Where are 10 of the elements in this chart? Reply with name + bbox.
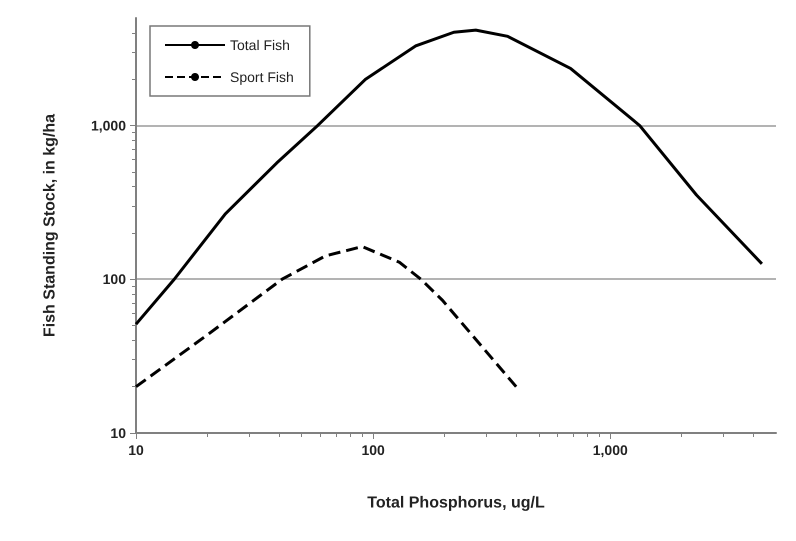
legend-label: Total Fish (230, 37, 290, 53)
x-tick-label: 10 (128, 442, 144, 458)
y-tick-label: 1,000 (90, 117, 126, 134)
y-axis-title: Fish Standing Stock, in kg/ha (42, 114, 58, 338)
x-axis-title: Total Phosphorus, ug/L (367, 494, 545, 512)
y-tick-label: 10 (110, 425, 126, 441)
x-tick-label: 100 (361, 442, 386, 458)
x-tick-label: 1,000 (592, 442, 628, 458)
legend-label: Sport Fish (230, 69, 294, 85)
y-tick-label: 100 (102, 271, 126, 288)
